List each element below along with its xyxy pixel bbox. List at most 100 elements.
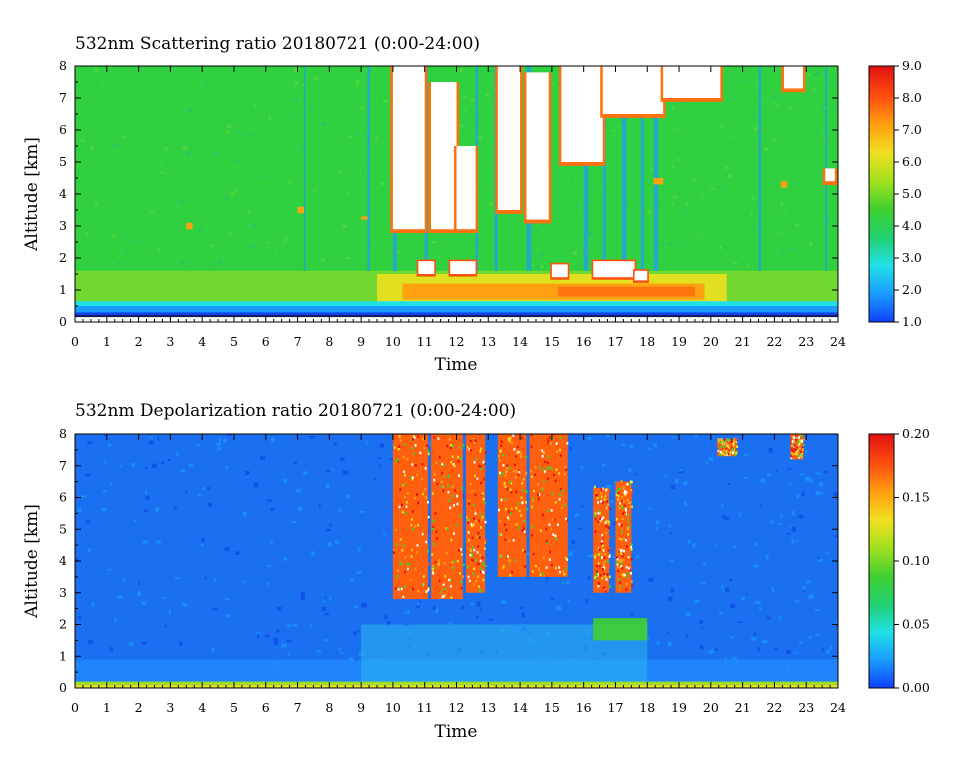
noise-cell [677, 240, 681, 244]
cloud-depol-cell [416, 551, 419, 554]
noise-cell [167, 459, 171, 462]
noise-cell [76, 171, 80, 174]
cloud-depol-cell [560, 506, 563, 510]
noise-cell [825, 552, 829, 555]
cloud-depol-cell [624, 536, 627, 540]
cloud-depol-cell [483, 479, 486, 482]
y-tick-label: 1 [59, 282, 67, 297]
noise-cell [358, 174, 362, 177]
cloud-depol-cell [534, 465, 537, 469]
y-tick-label: 7 [59, 90, 67, 105]
noise-cell [283, 557, 288, 561]
cloud-depol-cell [452, 444, 454, 448]
cloud-depol-cell [617, 494, 620, 498]
noise-cell [568, 551, 573, 557]
cloud-depol-cell [608, 535, 611, 539]
cloud-depol-cell [558, 498, 561, 501]
cloud-depol-cell [523, 519, 526, 523]
cloud-depol-cell [622, 500, 625, 503]
noise-cell [621, 443, 626, 446]
cloud-depol-cell [620, 498, 623, 502]
cloud-depol-cell [510, 482, 513, 485]
cloud-depol-cell [625, 491, 628, 494]
noise-cell [667, 596, 673, 601]
noise-cell [823, 470, 828, 474]
cloud-depol-cell [618, 523, 621, 526]
cloud-saturated [663, 66, 721, 98]
cloud-depol-cell [469, 448, 472, 452]
cloud-depol-cell [452, 504, 455, 507]
noise-cell [107, 568, 111, 571]
noise-cell [648, 507, 653, 510]
cloud-depol-cell [407, 567, 409, 571]
cloud-depol-cell [541, 488, 544, 492]
cloud-depol-cell [411, 548, 414, 552]
cloud-depol-cell [440, 590, 442, 594]
noise-cell [684, 501, 687, 506]
cloud-saturated [825, 168, 835, 182]
y-tick-label: 3 [59, 585, 67, 600]
cloud-depol-cell [399, 538, 402, 541]
y-tick-label: 8 [59, 426, 67, 441]
cloud-depol-cell [510, 507, 513, 510]
cloud-depol-cell [597, 501, 600, 504]
cloud-depol-cell [521, 436, 524, 440]
noise-cell [80, 139, 86, 142]
cloud-depol-cell [605, 586, 607, 589]
noise-cell [796, 494, 800, 499]
cloud-depol-cell [433, 566, 436, 570]
cloud-depol-cell [523, 527, 526, 530]
cloud-depol-cell [541, 462, 544, 465]
cloud-depol-cell [523, 550, 526, 553]
cloud-depol-cell [717, 449, 720, 453]
noise-cell [732, 135, 735, 138]
noise-cell [817, 556, 820, 561]
cloud-depol-cell [621, 495, 624, 499]
cloud-depol-cell [541, 487, 544, 490]
noise-cell [210, 244, 214, 247]
cloud-depol-cell [476, 551, 479, 554]
noise-cell [526, 552, 531, 556]
cloud-depol-cell [466, 445, 469, 449]
cloud-depol-cell [726, 444, 729, 448]
cloud-depol-cell [541, 513, 544, 517]
cloud-depol-cell [795, 450, 798, 453]
cloud-depol-cell [720, 443, 723, 447]
cloud-depol-cell [421, 532, 424, 536]
cloud-depol-cell [600, 510, 603, 513]
surface-layer [75, 301, 838, 306]
cloud-depol-cell [625, 575, 627, 578]
cloud-depol-cell [563, 447, 566, 450]
x-tick-label: 2 [135, 700, 143, 715]
colorbar-tick-label: 7.0 [902, 122, 922, 137]
noise-cell [818, 491, 824, 495]
noise-cell [628, 468, 632, 472]
cloud-depol-cell [549, 512, 552, 516]
cloud-depol-cell [617, 589, 620, 593]
cloud-depol-cell [398, 505, 401, 509]
noise-cell [294, 81, 299, 85]
x-tick-label: 3 [166, 334, 174, 349]
noise-cell [235, 551, 240, 555]
cloud-depol-cell [628, 568, 631, 572]
cloud-depol-cell [537, 497, 540, 501]
noise-cell [274, 250, 277, 252]
noise-cell [226, 434, 232, 437]
cloud-depol-cell [562, 548, 565, 551]
noise-cell [174, 506, 177, 510]
x-tick-label: 0 [71, 334, 79, 349]
cloud-depol-cell [442, 583, 445, 587]
cloud-depol-cell [627, 558, 629, 561]
attenuation-stripe [640, 66, 645, 271]
noise-cell [581, 505, 584, 508]
noise-cell [700, 582, 706, 585]
cloud-depol-cell [791, 434, 794, 437]
cloud-depol-cell [552, 533, 555, 536]
cloud-depol-cell [566, 442, 569, 445]
cloud-depol-cell [597, 584, 600, 588]
cloud-depol-cell [531, 505, 534, 509]
noise-cell [107, 443, 112, 447]
cloud-depol-cell [790, 456, 793, 460]
cloud-depol-cell [730, 451, 733, 455]
cloud-depol-cell [793, 453, 795, 456]
